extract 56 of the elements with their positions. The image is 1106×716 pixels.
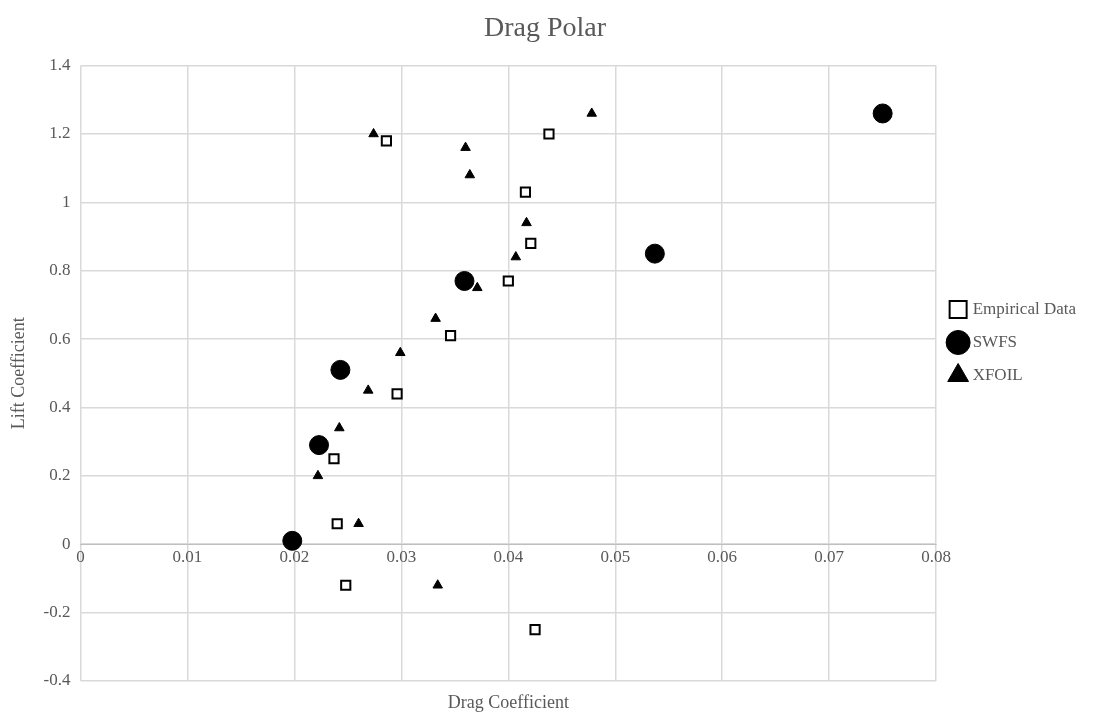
- point: [430, 312, 441, 322]
- x-tick-label: 0.08: [921, 546, 952, 566]
- x-tick-label: 0.02: [279, 546, 310, 566]
- point: [395, 346, 406, 357]
- point: [312, 469, 324, 480]
- y-tick-label: 1.4: [49, 55, 72, 75]
- point: [454, 270, 475, 291]
- x-axis-title: Drag Coefficient: [447, 691, 569, 712]
- point: [380, 135, 392, 147]
- x-tick-label: 0.03: [386, 546, 417, 566]
- y-tick-label: 1.2: [49, 123, 71, 143]
- y-tick-label: 0.6: [49, 328, 71, 348]
- legend-label: XFOIL: [972, 364, 1023, 384]
- point: [502, 275, 514, 287]
- y-tick-label: 0.8: [49, 260, 71, 280]
- y-tick-label: 0.2: [49, 465, 71, 485]
- point: [444, 330, 457, 342]
- point: [340, 579, 352, 591]
- point: [331, 518, 343, 530]
- point: [362, 384, 374, 394]
- point: [391, 388, 403, 400]
- y-tick-label: 0.4: [49, 396, 72, 416]
- point: [586, 107, 598, 117]
- point: [334, 422, 345, 432]
- point: [309, 435, 330, 456]
- point: [330, 359, 351, 380]
- point: [282, 530, 303, 551]
- point: [529, 624, 541, 636]
- point: [432, 579, 443, 589]
- point: [521, 216, 532, 227]
- point: [519, 186, 532, 198]
- y-axis-title: Lift Coefficient: [7, 317, 28, 430]
- point: [644, 243, 665, 264]
- x-tick-label: 0.01: [172, 546, 203, 566]
- chart-title: Drag Polar: [483, 11, 607, 43]
- point: [368, 127, 379, 138]
- y-tick-label: 1: [62, 191, 71, 211]
- x-tick-label: 0.04: [493, 546, 524, 566]
- point: [525, 237, 537, 249]
- x-tick-label: 0.06: [707, 546, 738, 566]
- point: [472, 281, 483, 292]
- x-tick-label: 0.05: [600, 546, 631, 566]
- point: [510, 251, 522, 261]
- point: [328, 453, 340, 465]
- y-tick-label: -0.2: [43, 602, 71, 622]
- legend-label: Empirical Data: [972, 298, 1077, 318]
- point: [353, 517, 364, 527]
- x-tick-label: 0: [76, 546, 85, 566]
- point: [464, 169, 476, 179]
- point: [872, 103, 893, 124]
- x-tick-label: 0.07: [814, 546, 845, 566]
- legend-label: SWFS: [972, 331, 1018, 351]
- point: [460, 141, 471, 151]
- point: [543, 128, 555, 140]
- y-tick-label: -0.4: [43, 670, 71, 690]
- y-tick-label: 0: [62, 533, 71, 553]
